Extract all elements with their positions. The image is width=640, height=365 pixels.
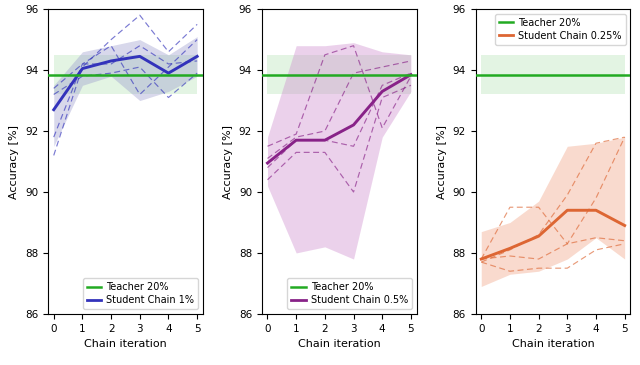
X-axis label: Chain iteration: Chain iteration [511, 339, 595, 349]
X-axis label: Chain iteration: Chain iteration [84, 339, 167, 349]
Legend: Teacher 20%, Student Chain 0.25%: Teacher 20%, Student Chain 0.25% [495, 14, 625, 45]
Y-axis label: Accuracy [%]: Accuracy [%] [437, 124, 447, 199]
Legend: Teacher 20%, Student Chain 0.5%: Teacher 20%, Student Chain 0.5% [287, 278, 412, 309]
Y-axis label: Accuracy [%]: Accuracy [%] [223, 124, 233, 199]
Legend: Teacher 20%, Student Chain 1%: Teacher 20%, Student Chain 1% [83, 278, 198, 309]
Y-axis label: Accuracy [%]: Accuracy [%] [10, 124, 19, 199]
X-axis label: Chain iteration: Chain iteration [298, 339, 381, 349]
